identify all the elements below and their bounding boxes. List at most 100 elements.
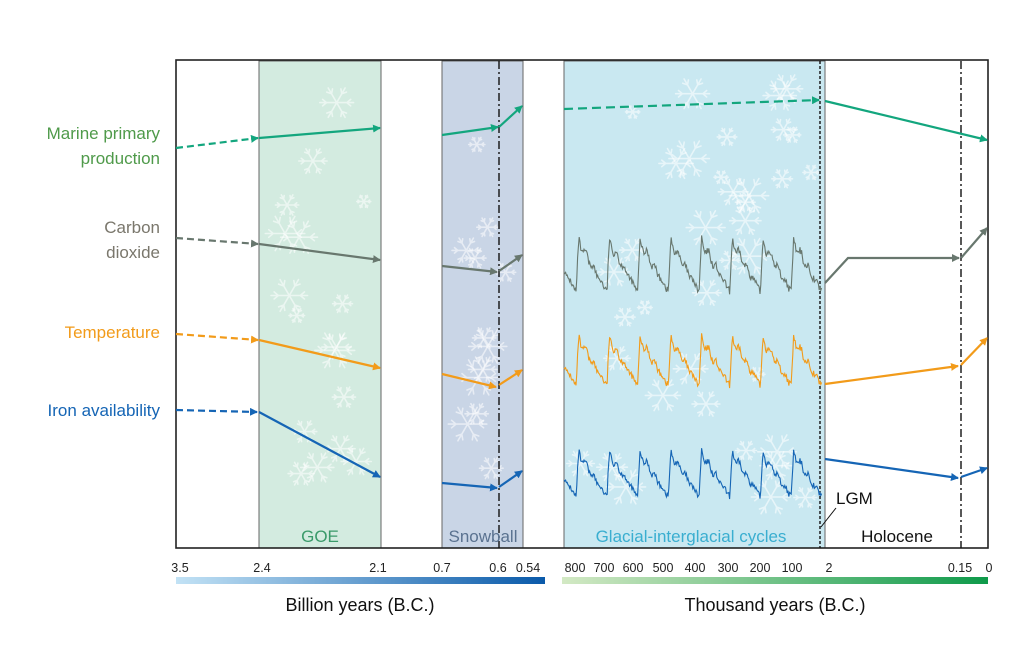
snowflake-icon [716,127,738,147]
snowflake-icon [287,461,315,486]
iron-glacial-cycles [563,448,823,500]
label-marine: Marine primary [47,124,161,143]
temp-arrow-holocene-1 [824,362,959,386]
period-label-goe: GOE [301,527,339,546]
co2-arrow-snowball-1 [441,264,498,276]
tick: 400 [685,561,706,575]
co2-arrow-holocene-1 [824,254,960,284]
tick: 200 [750,561,771,575]
snowflake-icon [288,307,306,323]
temp-arrow-holocene-2 [960,337,988,366]
snowflake-icon [314,332,356,369]
snowflake-icon [644,379,682,412]
snowflake-icon [447,406,488,442]
label-marine-2: production [81,149,160,168]
iron-arrow-snowball-2 [498,470,523,488]
tick: 0.15 [948,561,972,575]
snowflake-icon [691,391,721,417]
iron-arrow-holocene-1 [824,457,959,481]
snowflake-icon [759,451,793,481]
snowflake-icon [605,469,647,505]
snowflake-icon [793,486,818,509]
tick: 800 [565,561,586,575]
label-iron: Iron availability [48,401,161,420]
snowflake-icon [668,140,711,177]
thousand-years-axis-label: Thousand years (B.C.) [684,595,865,615]
snowflake-icon [478,457,504,480]
billion-years-ticks: 3.5 2.4 2.1 0.7 0.6 0.54 [171,561,540,575]
tick: 2 [826,561,833,575]
snowflake-icon [464,402,490,425]
snowflake-icon [802,164,820,181]
snowflake-icon [274,194,300,216]
temp-arrow-snowball-2 [498,369,523,386]
snowflake-icon [463,247,487,269]
tick: 300 [718,561,739,575]
snowflake-icon [713,170,729,185]
snowflake-icon [618,238,646,262]
co2-trend [175,227,988,284]
snowflake-icon [750,479,791,515]
label-co2: Carbon [104,218,160,237]
snowflake-icon [451,237,482,264]
temp-arrow-snowball-1 [441,372,497,390]
snowflake-icon [467,136,486,153]
snowflake-icon [728,206,762,236]
marine-arrow-goe [258,124,381,140]
marine-arrow-snowball-1 [441,124,499,137]
temperature-glacial-cycles [563,333,823,389]
period-label-lgm: LGM [836,489,873,508]
snowflake-icon [270,278,309,313]
co2-arrow-goe [258,242,381,264]
label-co2-2: dioxide [106,243,160,262]
period-label-holocene: Holocene [861,527,933,546]
marine-arrow-snowball-2 [498,105,523,128]
tick: 0 [986,561,993,575]
snowflake-icon [771,169,794,189]
period-label-glacial: Glacial-interglacial cycles [596,527,787,546]
co2-glacial-cycles [563,235,823,295]
tick: 700 [594,561,615,575]
marine-arrow-glacial [563,96,820,111]
tick: 600 [623,561,644,575]
snowflake-icon [467,329,508,364]
thousand-years-gradient-bar [562,577,988,584]
period-label-snowball: Snowball [449,527,518,546]
billion-years-gradient-bar [176,577,545,584]
iron-trend [175,407,988,492]
snowflake-icon [624,104,641,119]
snowflake-icon [734,192,756,212]
plot-frame [175,59,989,549]
co2-arrow-pre-goe [175,236,259,248]
co2-arrow-snowball-2 [498,254,523,272]
snowflake-icon [685,210,726,246]
snowflake-icon [331,386,357,408]
marine-arrow-holocene [824,99,988,143]
snowflake-icon [614,307,636,327]
snowflake-icon [691,279,722,306]
snowflake-icon [476,217,499,238]
iron-arrow-goe [258,411,381,478]
snowflake-icon [762,80,798,111]
snowflake-icon [319,87,355,119]
tick: 0.54 [516,561,540,575]
snowflake-icon [298,148,328,175]
co2-arrow-holocene-2 [960,227,988,259]
snowflake-icon [340,447,373,476]
label-temperature: Temperature [65,323,160,342]
thousand-years-ticks: 800 700 600 500 400 300 200 100 2 0.15 0 [565,561,993,575]
tick: 100 [782,561,803,575]
marine-trend [175,96,988,150]
temperature-trend [175,332,988,390]
iron-arrow-snowball-1 [441,481,498,492]
snowflake-icon [782,126,802,144]
marine-arrow-pre-goe [175,134,259,150]
snowflake-icon [457,359,500,396]
tick: 0.7 [433,561,450,575]
iron-arrow-holocene-2 [960,466,988,479]
tick: 2.1 [369,561,386,575]
tick: 3.5 [171,561,188,575]
snowflake-icon [636,300,653,315]
tick: 500 [653,561,674,575]
